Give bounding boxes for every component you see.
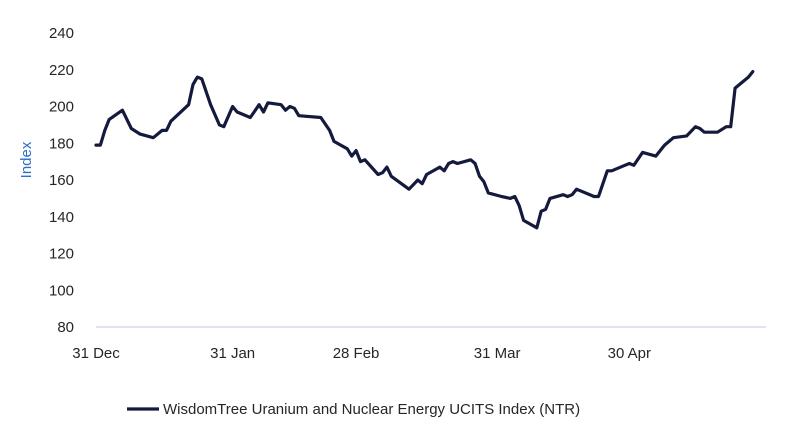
legend: WisdomTree Uranium and Nuclear Energy UC… bbox=[127, 401, 580, 418]
y-tick-label: 80 bbox=[57, 319, 74, 336]
y-tick-label: 220 bbox=[49, 62, 74, 79]
x-tick-label: 31 Jan bbox=[210, 345, 255, 362]
y-tick-label: 100 bbox=[49, 282, 74, 299]
y-axis-ticks: 80 100 120 140 160 180 200 220 240 bbox=[49, 25, 74, 336]
y-axis-title: Index bbox=[18, 141, 35, 178]
y-tick-label: 160 bbox=[49, 172, 74, 189]
x-tick-label: 31 Dec bbox=[72, 345, 120, 362]
y-tick-label: 140 bbox=[49, 209, 74, 226]
legend-label: WisdomTree Uranium and Nuclear Energy UC… bbox=[163, 401, 580, 418]
x-tick-label: 31 Mar bbox=[474, 345, 521, 362]
x-tick-label: 28 Feb bbox=[333, 345, 380, 362]
y-tick-label: 200 bbox=[49, 99, 74, 116]
x-axis-ticks: 31 Dec 31 Jan 28 Feb 31 Mar 30 Apr bbox=[72, 345, 651, 362]
y-tick-label: 120 bbox=[49, 246, 74, 263]
y-tick-label: 180 bbox=[49, 135, 74, 152]
y-tick-label: 240 bbox=[49, 25, 74, 42]
series-line bbox=[94, 70, 755, 230]
x-tick-label: 30 Apr bbox=[608, 345, 651, 362]
